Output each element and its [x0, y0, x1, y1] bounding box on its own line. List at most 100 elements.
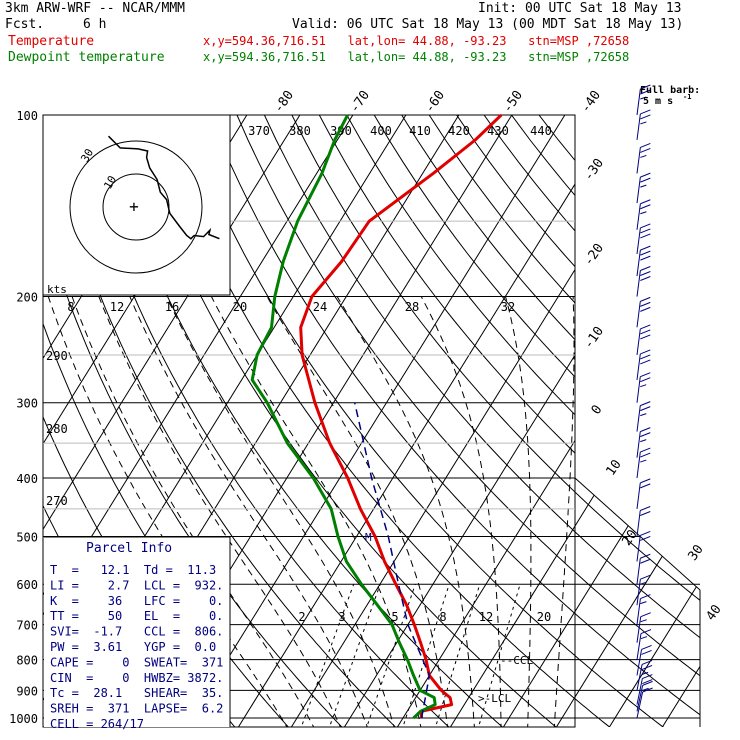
barb-staff: [636, 203, 641, 230]
barb-full: [641, 644, 652, 650]
hodograph-ring-label: 30: [78, 147, 96, 165]
theta-left-label: 280: [46, 422, 68, 436]
barb-full: [640, 147, 651, 153]
barb-full: [640, 177, 651, 183]
dry-adiabat: [428, 115, 700, 727]
wind-barb: [636, 659, 653, 691]
barb-staff: [636, 664, 643, 691]
barb-full: [640, 114, 651, 120]
parcel-info-row: LI = 2.7 LCL = 932.: [50, 578, 223, 592]
barb-full: [642, 687, 653, 693]
barb-staff: [636, 328, 641, 356]
parcel-marker: M: [365, 531, 372, 544]
theta-label: 420: [448, 124, 470, 138]
hodograph-box: [42, 114, 231, 296]
legend-temperature-label: Temperature: [8, 34, 95, 49]
speed-axis-label: 8: [67, 300, 74, 314]
barb-staff: [636, 451, 641, 479]
wind-barb: [636, 674, 653, 705]
legend-dewpoint-label: Dewpoint temperature: [8, 50, 165, 65]
wind-barb: [636, 553, 651, 585]
barb-full: [640, 629, 652, 635]
barb-staff: [636, 616, 642, 643]
barb-full: [640, 223, 651, 229]
speed-axis-label: 16: [165, 300, 179, 314]
parcel-info-row: SVI= -1.7 CCL = 806.: [50, 625, 223, 639]
theta-left-label: 270: [46, 494, 68, 508]
barb-staff: [636, 510, 641, 537]
barb-half: [640, 439, 647, 443]
barb-half: [640, 184, 647, 188]
barb-full: [641, 664, 653, 670]
wind-barb: [636, 530, 651, 562]
barb-full: [640, 89, 651, 95]
mixing-ratio-label: 5: [391, 610, 398, 624]
barb-half: [640, 619, 647, 623]
hodograph-ring: [69, 140, 203, 274]
barb-full: [642, 674, 653, 680]
wind-barb: [636, 223, 651, 255]
wind-barb: [636, 172, 651, 204]
hodograph-unit: kts: [47, 283, 67, 296]
isotherm-line: [43, 115, 301, 727]
moist-adiabat: [553, 296, 575, 727]
ccl-mark: --CCL: [500, 654, 533, 667]
barb-full: [640, 301, 651, 307]
dry-adiabat: [291, 115, 700, 727]
barb-full: [640, 329, 651, 335]
dry-adiabat: [346, 115, 700, 727]
isotherm-right-label: 40: [703, 602, 724, 623]
mixing-ratio-label: 3: [338, 610, 345, 624]
wind-barb: [636, 478, 651, 509]
speed-axis-label: 20: [233, 300, 247, 314]
wind-barb: [636, 349, 651, 380]
barb-full: [640, 483, 651, 489]
lcl-mark: >-LCL: [478, 692, 511, 705]
speed-axis-label: 32: [501, 300, 515, 314]
barb-half: [640, 96, 647, 100]
barb-full: [640, 334, 651, 340]
barb-full: [640, 372, 651, 378]
wind-barb: [636, 680, 653, 712]
temperature-trace: [299, 113, 503, 719]
isotherm-top-label: -70: [347, 88, 373, 116]
dry-adiabat: [154, 115, 615, 727]
barb-full: [640, 553, 651, 559]
barb-staff: [636, 633, 642, 660]
wind-barb: [636, 109, 651, 141]
barb-full: [640, 452, 651, 458]
wind-barb: [636, 506, 651, 537]
barb-staff: [636, 250, 641, 277]
moist-adiabat: [266, 296, 449, 727]
parcel-info-row: T = 12.1 Td = 11.3: [50, 563, 216, 577]
barb-half: [640, 121, 647, 125]
sounding-traces: --CCL >-LCL M: [250, 113, 533, 720]
barb-staff: [636, 678, 643, 705]
barb-full: [640, 447, 651, 453]
parcel-info-row: PW = 3.61 YGP = 0.0: [50, 640, 216, 654]
barb-full: [640, 306, 651, 312]
full-barb-exponent: -1: [683, 93, 691, 101]
theta-label: 430: [487, 124, 509, 138]
pressure-label: 500: [16, 530, 38, 544]
barb-full: [640, 612, 651, 618]
mixing-ratio-label: 12: [479, 610, 493, 624]
pressure-label: 400: [16, 472, 38, 486]
barb-full: [642, 679, 653, 685]
barb-full: [642, 680, 653, 686]
barb-full: [640, 354, 651, 360]
wind-barb: [636, 142, 651, 174]
barb-full: [640, 250, 651, 256]
mixing-ratio-line: [476, 584, 521, 727]
wind-barb: [636, 612, 651, 643]
dry-adiabat: [373, 115, 700, 727]
wind-barb: [636, 324, 651, 356]
isotherm-right-label: -30: [581, 156, 607, 184]
barb-full: [640, 359, 651, 365]
isotherm-line: [500, 115, 700, 727]
barb-half: [640, 211, 647, 215]
barb-half: [640, 581, 647, 585]
pressure-label: 1000: [9, 712, 38, 726]
dry-adiabat: [483, 115, 700, 727]
